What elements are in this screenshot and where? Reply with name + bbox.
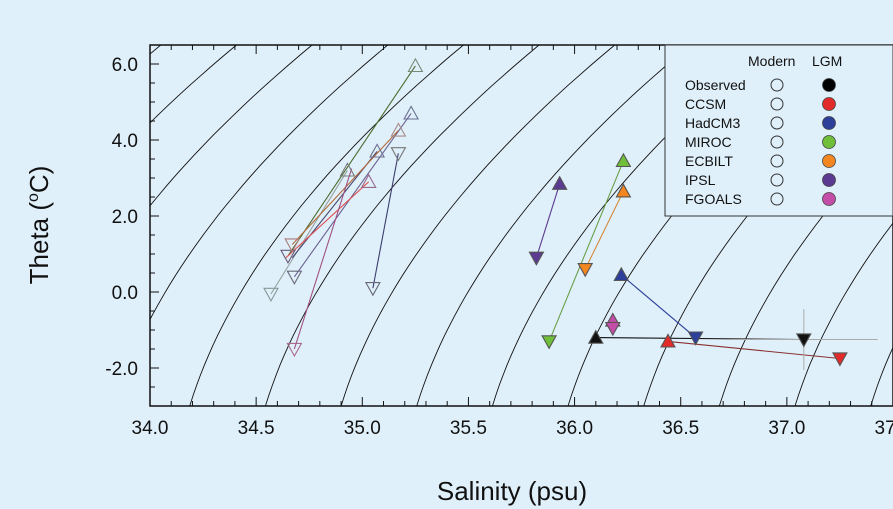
lgm-filled-marker [831,352,848,367]
lgm-filled-marker [687,331,704,346]
y-tick-labels: 6.0 4.0 2.0 0.0 -2.0 [105,55,138,380]
legend-label: FGOALS [685,191,742,207]
x-tick-label: 36.5 [662,418,699,439]
plot-frame [149,44,893,407]
modern-filled-marker [551,175,568,190]
x-tick-label: 34.0 [132,418,169,439]
density-contour [150,45,389,321]
density-contour [870,346,893,406]
y-axis-title: Theta (oC) [24,166,54,285]
legend-modern-marker [770,135,784,149]
lgm-filled-marker [528,251,545,266]
legend-label: HadCM3 [685,115,740,131]
legend-modern-marker [770,116,784,130]
lgm-filled-marker [604,321,621,337]
lgm-open-marker [286,342,303,358]
legend-lgm-marker [822,173,836,187]
density-contour [150,45,238,124]
legend-label: Observed [685,77,746,93]
connection-line [287,65,416,257]
legend-modern-marker [770,173,784,187]
legend-modern-marker [770,78,784,92]
modern-filled-marker [660,333,676,348]
legend-header-modern: Modern [748,53,795,69]
modern-open-marker [407,57,424,73]
lgm-filled-marker [541,335,558,350]
lgm-filled-marker [577,263,594,278]
legend-lgm-marker [822,154,836,168]
density-contour [794,222,893,406]
connection-line [285,181,370,259]
lgm-filled-marker [795,333,812,348]
legend-lgm-marker [822,78,836,92]
legend-label: IPSL [685,172,716,188]
legend-lgm-marker [822,135,836,149]
legend-modern-marker [770,154,784,168]
connection-line [584,191,624,270]
lgm-open-marker [284,238,301,253]
x-tick-label: 37.5 [875,418,893,439]
y-tick-label: -2.0 [105,359,138,380]
density-contour [189,45,465,406]
y-tick-label: 2.0 [112,207,138,228]
legend-label: ECBILT [685,153,733,169]
legend-label: CCSM [685,96,726,112]
legend-modern-marker [770,192,784,206]
legend-header-lgm: LGM [812,53,842,69]
legend: Modern LGM Observed CCSM HadCM3 MIROC ECBILT… [664,44,893,217]
modern-open-marker [390,122,407,137]
density-contour [718,135,893,406]
modern-open-marker [360,173,377,188]
lgm-open-marker [364,282,381,297]
density-contour [340,45,616,406]
modern-open-marker [403,105,420,120]
y-tick-label: 0.0 [112,283,138,304]
x-axis-title: Salinity (psu) [437,476,587,506]
legend-modern-marker [770,97,784,111]
legend-label: MIROC [685,134,732,150]
legend-lgm-marker [822,97,836,111]
legend-lgm-marker [822,192,836,206]
legend-rows: Observed CCSM HadCM3 MIROC ECBILT IPSL FGOALS [685,77,836,207]
x-tick-label: 35.0 [344,418,381,439]
connection-line [372,153,399,289]
connection-line [293,113,412,278]
modern-filled-marker [615,183,632,198]
modern-filled-marker [587,329,604,344]
density-contour [264,45,540,406]
lgm-open-marker [390,147,407,162]
connection-line [535,183,561,258]
connection-line [548,160,624,342]
lgm-open-marker [280,249,296,265]
x-tick-label: 35.5 [450,418,487,439]
connection-line [667,340,840,360]
legend-lgm-marker [822,116,836,130]
modern-filled-marker [615,152,632,168]
x-tick-label: 37.0 [768,418,805,439]
connection-line [620,274,696,339]
x-tick-label: 36.0 [556,418,593,439]
x-tick-label: 34.5 [238,418,275,439]
data-markers [263,57,878,370]
density-contour [150,45,313,207]
y-tick-label: 6.0 [112,55,138,76]
legend-box [664,44,893,217]
modern-open-marker [339,162,356,177]
connection-lines [270,65,840,360]
modern-filled-marker [613,266,630,282]
y-tick-label: 4.0 [112,131,138,152]
x-tick-labels: 34.0 34.5 35.0 35.5 36.0 36.5 37.0 37.5 [132,418,893,439]
lgm-open-marker [263,287,279,303]
connection-line [293,168,353,350]
modern-open-marker [369,143,386,158]
density-contour [416,45,692,406]
lgm-open-marker [286,270,303,285]
connection-line [270,170,348,295]
